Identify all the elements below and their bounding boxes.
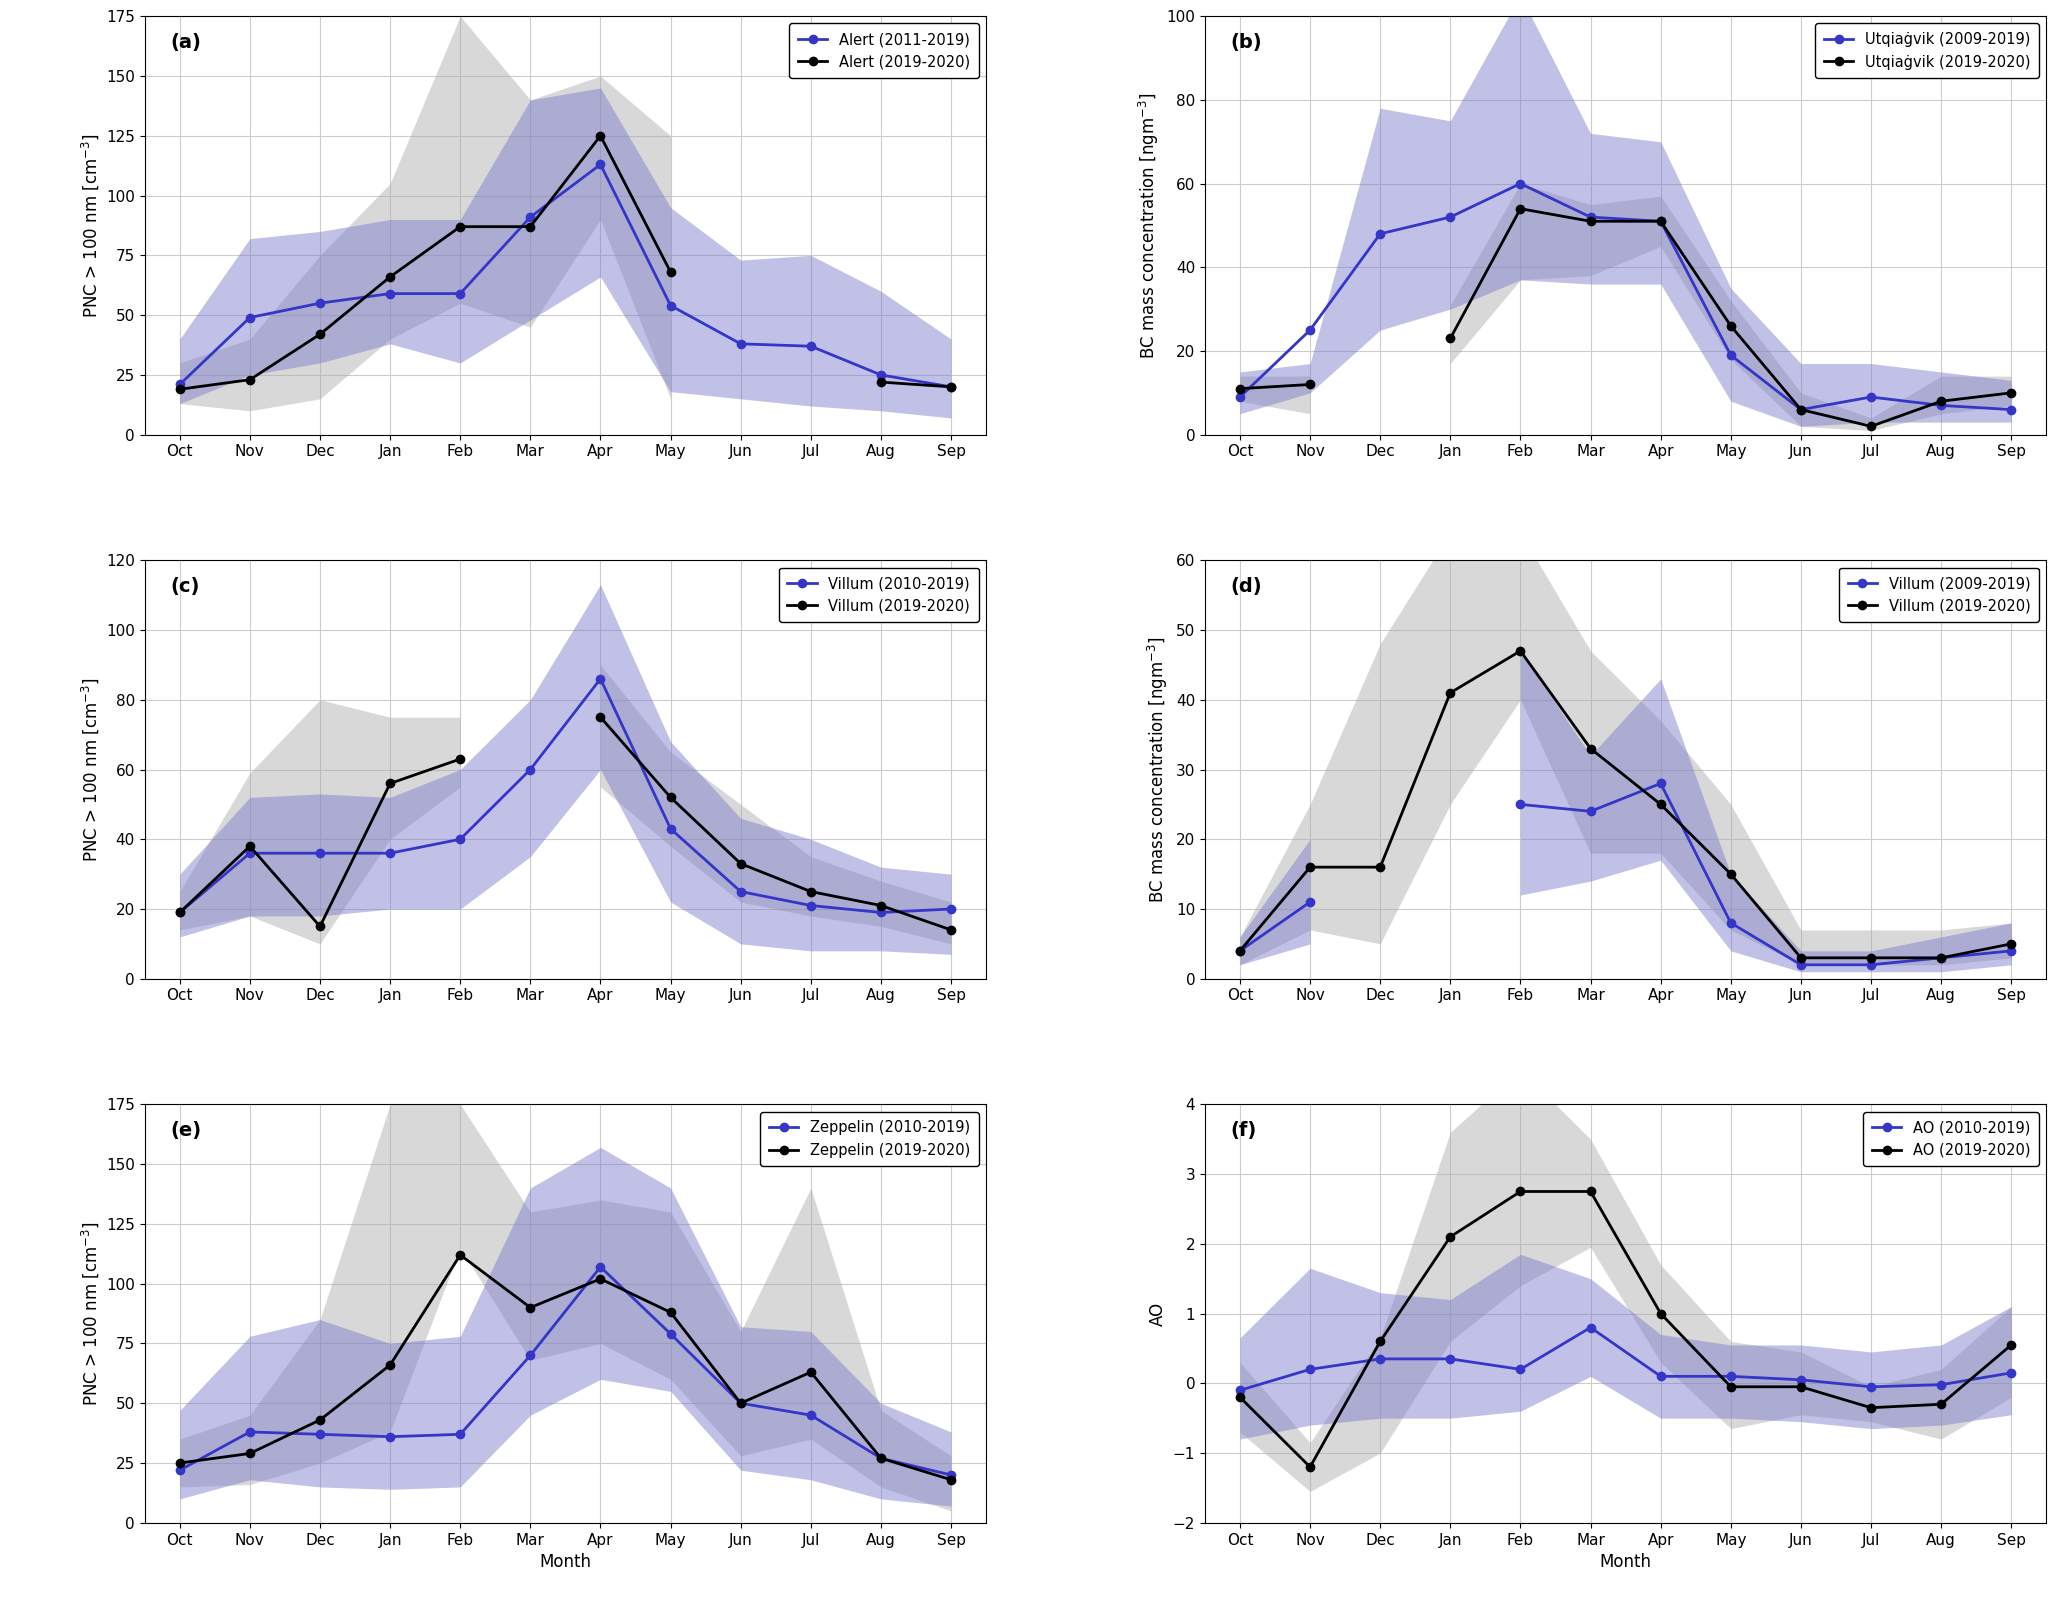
Legend: AO (2010-2019), AO (2019-2020): AO (2010-2019), AO (2019-2020) bbox=[1862, 1111, 2038, 1166]
Text: (b): (b) bbox=[1230, 32, 1261, 52]
Y-axis label: AO: AO bbox=[1149, 1301, 1168, 1325]
Y-axis label: PNC > 100 nm [cm$^{-3}$]: PNC > 100 nm [cm$^{-3}$] bbox=[79, 1221, 101, 1406]
Y-axis label: BC mass concentration [ngm$^{-3}$]: BC mass concentration [ngm$^{-3}$] bbox=[1137, 92, 1162, 358]
Legend: Villum (2009-2019), Villum (2019-2020): Villum (2009-2019), Villum (2019-2020) bbox=[1840, 567, 2038, 622]
Legend: Alert (2011-2019), Alert (2019-2020): Alert (2011-2019), Alert (2019-2020) bbox=[790, 24, 980, 78]
Text: (a): (a) bbox=[169, 32, 200, 52]
Text: (c): (c) bbox=[169, 577, 198, 596]
Y-axis label: PNC > 100 nm [cm$^{-3}$]: PNC > 100 nm [cm$^{-3}$] bbox=[79, 677, 101, 862]
Y-axis label: BC mass concentration [ngm$^{-3}$]: BC mass concentration [ngm$^{-3}$] bbox=[1145, 637, 1170, 902]
X-axis label: Month: Month bbox=[1600, 1554, 1652, 1571]
Y-axis label: PNC > 100 nm [cm$^{-3}$]: PNC > 100 nm [cm$^{-3}$] bbox=[79, 133, 101, 318]
Legend: Villum (2010-2019), Villum (2019-2020): Villum (2010-2019), Villum (2019-2020) bbox=[779, 567, 980, 622]
X-axis label: Month: Month bbox=[539, 1554, 591, 1571]
Legend: Zeppelin (2010-2019), Zeppelin (2019-2020): Zeppelin (2010-2019), Zeppelin (2019-202… bbox=[761, 1111, 980, 1166]
Text: (e): (e) bbox=[169, 1121, 200, 1140]
Legend: Utqiaġvik (2009-2019), Utqiaġvik (2019-2020): Utqiaġvik (2009-2019), Utqiaġvik (2019-2… bbox=[1815, 24, 2038, 78]
Text: (f): (f) bbox=[1230, 1121, 1257, 1140]
Text: (d): (d) bbox=[1230, 577, 1261, 596]
